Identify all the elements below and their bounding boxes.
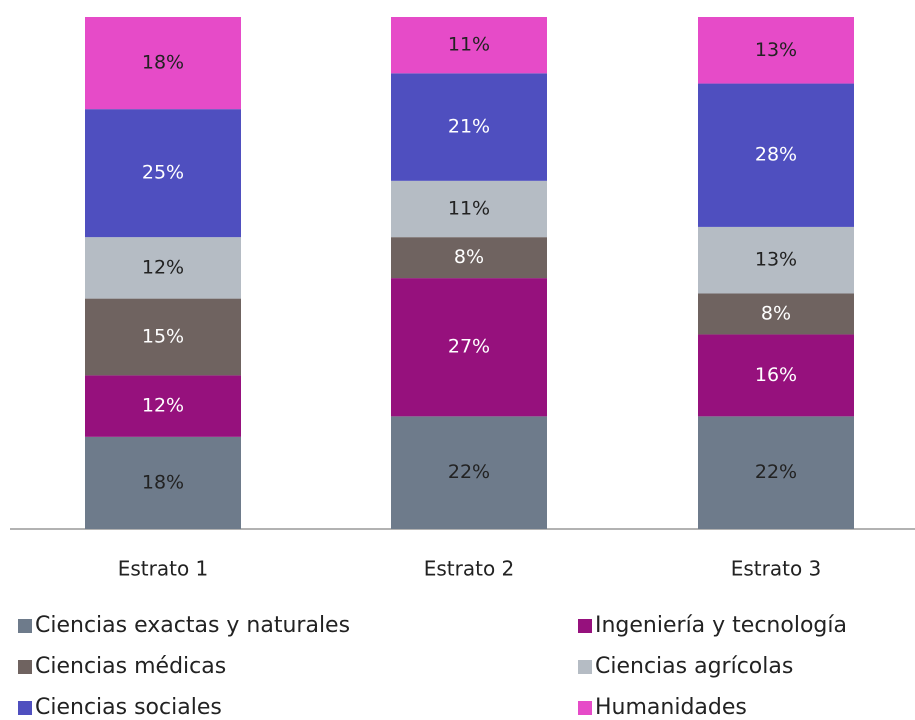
bar-segment [85, 109, 241, 238]
bar-segment [698, 334, 854, 417]
bar-segment [698, 17, 854, 84]
data-label: 13% [755, 249, 797, 271]
legend-label: Ciencias médicas [35, 654, 226, 679]
x-tick-label: Estrato 1 [118, 557, 209, 581]
legend-label: Humanidades [595, 695, 747, 720]
data-label: 12% [142, 395, 184, 417]
data-label: 16% [755, 364, 797, 386]
data-label: 28% [755, 144, 797, 166]
legend-swatch [18, 660, 32, 674]
legend-label: Ciencias sociales [35, 695, 222, 720]
legend-swatch [578, 619, 592, 633]
bar-segment [391, 180, 547, 238]
data-label: 11% [448, 34, 490, 56]
data-label: 27% [448, 336, 490, 358]
bar-segment [85, 17, 241, 110]
bar-segment [698, 226, 854, 294]
data-label: 11% [448, 198, 490, 220]
x-tick-label: Estrato 2 [424, 557, 515, 581]
bar-segment [85, 298, 241, 376]
data-label: 15% [142, 326, 184, 348]
data-label: 21% [448, 116, 490, 138]
x-tick-label: Estrato 3 [731, 557, 822, 581]
legend-label: Ingeniería y tecnología [595, 613, 847, 638]
legend-swatch [578, 660, 592, 674]
bar-segment [85, 375, 241, 437]
bar-segment [391, 237, 547, 279]
bar-segment [85, 237, 241, 299]
bar-segment [85, 436, 241, 529]
legend-swatch [18, 701, 32, 715]
data-label: 22% [448, 461, 490, 483]
data-label: 18% [142, 471, 184, 493]
legend-label: Ciencias exactas y naturales [35, 613, 350, 638]
legend-label: Ciencias agrícolas [595, 654, 793, 679]
bar-segment [698, 293, 854, 335]
bar-segment [698, 83, 854, 227]
data-label: 8% [761, 302, 791, 324]
data-label: 13% [755, 39, 797, 61]
data-label: 12% [142, 256, 184, 278]
bar-segment [698, 416, 854, 529]
legend-swatch [578, 701, 592, 715]
bar-segment [391, 278, 547, 417]
bar-segment [391, 416, 547, 529]
bar-segment [391, 17, 547, 74]
data-label: 25% [142, 162, 184, 184]
data-label: 22% [755, 461, 797, 483]
bar-segment [391, 73, 547, 181]
legend-swatch [18, 619, 32, 633]
data-label: 8% [454, 246, 484, 268]
data-label: 18% [142, 52, 184, 74]
